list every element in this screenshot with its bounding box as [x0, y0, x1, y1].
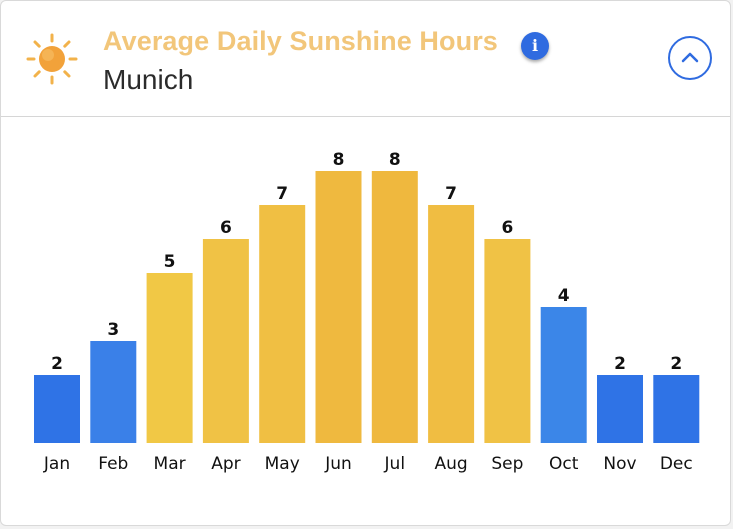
- bar-oct[interactable]: [540, 307, 587, 443]
- tick-label-jul: Jul: [384, 454, 406, 474]
- bar-nov[interactable]: [597, 375, 643, 443]
- data-label-mar: 5: [164, 252, 176, 272]
- chart-title: Average Daily Sunshine Hours: [103, 26, 498, 56]
- data-label-sep: 6: [501, 218, 513, 238]
- city-subtitle: Munich: [103, 64, 194, 95]
- bar-sep[interactable]: [484, 239, 531, 443]
- tick-label-aug: Aug: [434, 454, 467, 474]
- bar-apr[interactable]: [202, 239, 249, 443]
- bar-may[interactable]: [259, 205, 306, 443]
- tick-label-sep: Sep: [491, 454, 523, 474]
- card-header: Average Daily Sunshine Hours Munich i: [1, 1, 730, 117]
- data-label-may: 7: [276, 184, 288, 204]
- collapse-button[interactable]: [668, 36, 712, 80]
- bar-jul[interactable]: [371, 171, 418, 443]
- data-label-feb: 3: [107, 320, 119, 340]
- tick-label-dec: Dec: [660, 454, 693, 474]
- info-button[interactable]: i: [521, 32, 549, 60]
- sunshine-bar-chart: 2 Jan 3 Feb 5 Mar 6 Apr 7 May 8 Jun 8 Jul 7 Aug 6 Sep 4 Oct…: [34, 150, 700, 474]
- tick-label-may: May: [265, 454, 300, 474]
- bar-feb[interactable]: [90, 341, 137, 443]
- data-label-oct: 4: [558, 286, 570, 306]
- bar-jan[interactable]: [34, 375, 80, 443]
- tick-label-nov: Nov: [603, 454, 636, 474]
- tick-label-jan: Jan: [43, 454, 70, 474]
- bar-mar[interactable]: [146, 273, 193, 443]
- chevron-up-icon: [681, 52, 699, 63]
- bar-jun[interactable]: [315, 171, 362, 443]
- tick-label-oct: Oct: [549, 454, 579, 474]
- tick-label-feb: Feb: [98, 454, 128, 474]
- bar-dec[interactable]: [653, 375, 700, 443]
- tick-label-mar: Mar: [154, 454, 186, 474]
- data-label-jun: 8: [333, 150, 345, 170]
- data-label-apr: 6: [220, 218, 232, 238]
- data-label-dec: 2: [670, 354, 682, 374]
- data-label-nov: 2: [614, 354, 626, 374]
- data-label-jul: 8: [389, 150, 401, 170]
- tick-label-apr: Apr: [211, 454, 240, 474]
- bar-aug[interactable]: [428, 205, 475, 443]
- data-label-aug: 7: [445, 184, 457, 204]
- data-label-jan: 2: [51, 354, 63, 374]
- sun-icon: [26, 33, 78, 85]
- tick-label-jun: Jun: [324, 454, 352, 474]
